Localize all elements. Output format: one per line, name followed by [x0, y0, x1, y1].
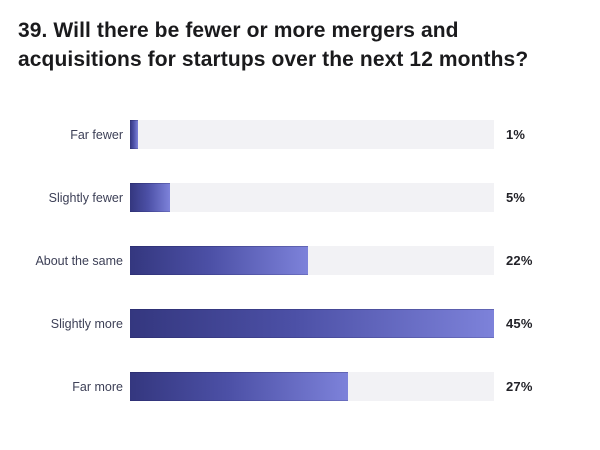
bar-track	[130, 372, 494, 401]
bar-fill	[130, 183, 171, 212]
chart-title-line2: acquisitions for startups over the next …	[18, 48, 529, 71]
chart-title-line1: 39. Will there be fewer or more mergers …	[18, 19, 459, 42]
value-label: 22%	[506, 253, 533, 268]
bar-fill	[130, 309, 494, 338]
bar-fill	[130, 372, 349, 401]
bar-row: Slightly more 45%	[0, 309, 600, 338]
category-label: Far fewer	[70, 127, 123, 142]
bar-row: Far more 27%	[0, 372, 600, 401]
category-label: About the same	[35, 253, 123, 268]
category-label: Far more	[72, 379, 123, 394]
value-label: 45%	[506, 316, 533, 331]
bar-track	[130, 246, 494, 275]
bar-track	[130, 120, 494, 149]
value-label: 1%	[506, 127, 526, 142]
chart-title: 39. Will there be fewer or more mergers …	[0, 0, 600, 74]
bar-fill	[130, 120, 139, 149]
bar-track	[130, 309, 494, 338]
category-label: Slightly more	[50, 316, 123, 331]
horizontal-bar-chart: Far fewer 1% Slightly fewer 5% About the…	[0, 120, 600, 401]
bar-row: Far fewer 1%	[0, 120, 600, 149]
bar-fill	[130, 246, 308, 275]
bar-row: About the same 22%	[0, 246, 600, 275]
bar-row: Slightly fewer 5%	[0, 183, 600, 212]
value-label: 27%	[506, 379, 533, 394]
category-label: Slightly fewer	[48, 190, 123, 205]
value-label: 5%	[506, 190, 526, 205]
bar-track	[130, 183, 494, 212]
